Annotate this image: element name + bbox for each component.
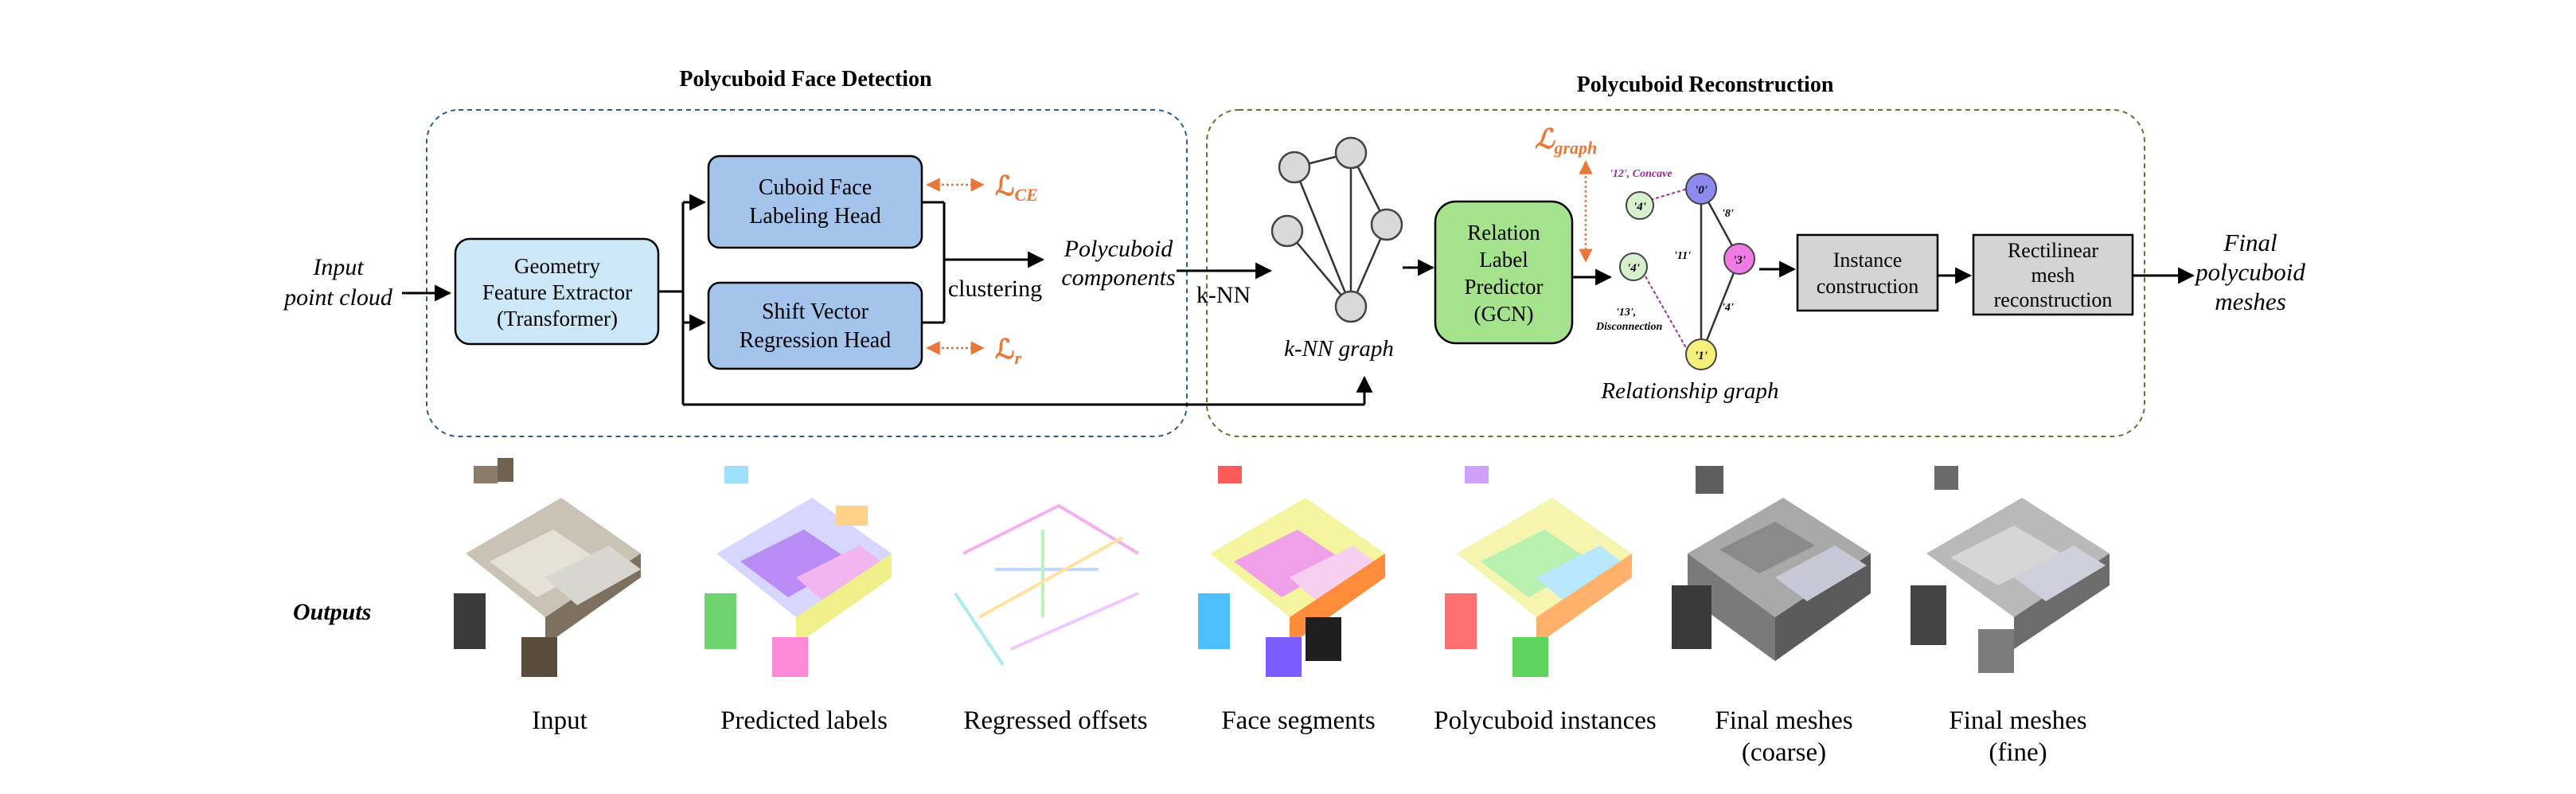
outputs-label: Outputs [293, 599, 372, 625]
caption-input: Input [532, 706, 587, 735]
edge-label-4: '4' [1722, 302, 1734, 314]
rectilinear-line-1: Rectilinear [2008, 239, 2098, 262]
predictor-box [1434, 200, 1574, 345]
final-line-3: meshes [2215, 287, 2286, 315]
predictor-line-4: (GCN) [1474, 302, 1534, 326]
relationship-graph [1619, 173, 1755, 370]
labeling-head-box [707, 154, 923, 249]
input-label-1: Input [312, 254, 364, 280]
instance-line-2: construction [1817, 275, 1919, 298]
rel-node-0: '0' [1695, 184, 1708, 197]
caption-predicted-labels: Predicted labels [720, 706, 888, 735]
shift-head-line-2: Regression Head [740, 328, 892, 353]
rel-node-4b: '4' [1627, 262, 1640, 275]
edge-label-11: '11' [1674, 250, 1691, 262]
coarse-mesh-image [1664, 458, 1887, 689]
labeling-head-line-1: Cuboid Face [759, 175, 872, 200]
predictor-line-3: Predictor [1465, 275, 1544, 299]
instance-box [1796, 233, 1939, 312]
reconstruction-title: Polycuboid Reconstruction [1577, 72, 1834, 97]
shift-head-box [707, 281, 923, 370]
final-line-1: Final [2223, 229, 2277, 256]
r-loss-label: ℒr [995, 335, 1022, 368]
components-line-1: Polycuboid [1064, 236, 1174, 262]
extractor-line-3: (Transformer) [497, 307, 618, 331]
clustering-label: clustering [948, 276, 1042, 302]
caption-face-segments: Face segments [1221, 706, 1376, 735]
reconstruction-frame [1206, 109, 2145, 437]
caption-regressed-offsets: Regressed offsets [963, 706, 1148, 735]
instance-line-1: Instance [1833, 248, 1903, 272]
point-cloud-input-image [442, 458, 665, 689]
detection-title: Polycuboid Face Detection [679, 67, 932, 92]
knn-graph-label: k-NN graph [1284, 336, 1394, 362]
graph-loss-label: ℒgraph [1535, 125, 1597, 158]
polycuboid-instances-image [1433, 458, 1656, 689]
edge-label-8: '8' [1722, 208, 1734, 220]
rel-node-3: '3' [1733, 254, 1746, 267]
detection-frame [426, 109, 1188, 437]
ce-loss-label: ℒCE [995, 172, 1038, 205]
rectilinear-line-2: mesh [2032, 264, 2075, 287]
pipeline-diagram: Polycuboid Face Detection Polycuboid Rec… [283, 67, 2305, 437]
knn-label: k-NN [1196, 282, 1251, 308]
input-label-2: point cloud [283, 284, 393, 311]
relationship-graph-label: Relationship graph [1600, 378, 1778, 404]
predicted-labels-image [693, 458, 915, 689]
fine-mesh-image [1903, 458, 2125, 689]
edge-label-disconnection: Disconnection [1595, 321, 1662, 333]
face-segments-image [1186, 458, 1409, 689]
rectilinear-box [1972, 233, 2134, 316]
components-line-2: components [1061, 264, 1175, 291]
labeling-head-line-2: Labeling Head [749, 204, 881, 229]
rel-node-4a: '4' [1633, 201, 1646, 213]
extractor-line-2: Feature Extractor [482, 280, 632, 304]
rectilinear-line-3: reconstruction [1994, 288, 2113, 311]
knn-graph-nodes [1270, 136, 1403, 323]
final-line-2: polycuboid [2194, 258, 2305, 286]
rel-node-1: '1' [1695, 350, 1708, 362]
regressed-offsets-image [939, 458, 1162, 689]
shift-head-line-1: Shift Vector [762, 299, 869, 324]
predictor-line-1: Relation [1467, 221, 1540, 244]
predictor-line-2: Label [1479, 248, 1528, 272]
extractor-line-1: Geometry [514, 254, 600, 278]
caption-polycuboid-instances: Polycuboid instances [1434, 706, 1657, 735]
edge-label-concave: '12', Concave [1610, 168, 1672, 180]
caption-final-coarse: Final meshes (coarse) [1715, 706, 1853, 767]
caption-final-fine: Final meshes (fine) [1949, 706, 2087, 767]
edge-label-13: '13', [1616, 307, 1636, 319]
